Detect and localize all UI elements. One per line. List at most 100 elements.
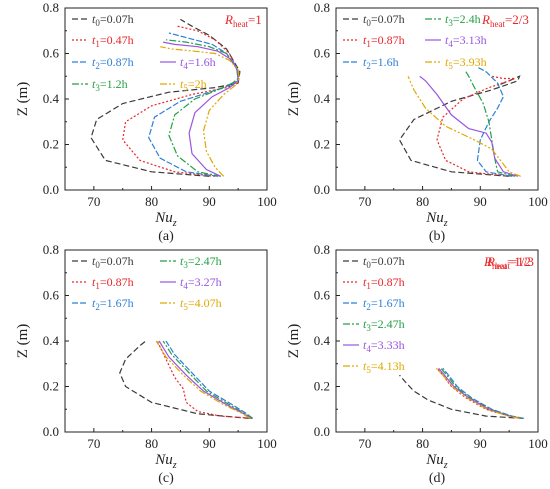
y-tick-label: 0.6 [314,46,331,61]
chart-panel: 70 80 90 100 0.0 0.2 0.4 0.6 0.8 Z (m) Nuz(d) Rheat… [286,242,548,486]
panel-label: (c) [158,471,174,486]
y-tick-label: 0.0 [43,182,59,197]
legend-label-t1: t1=0.87h [92,275,134,291]
series-line-t1 [156,340,253,419]
y-tick-label: 0.6 [314,288,331,303]
chart-panel: 70 80 90 100 0.0 0.2 0.4 0.6 0.8 Z (m) Nuz(b) Rheat… [286,0,548,244]
legend-label-t4: t4=3.27h [180,275,222,291]
rheat-label: Rheat=1/2 [483,254,531,271]
x-tick-label: 90 [474,194,487,209]
x-tick-label: 80 [145,194,158,209]
legend-label-t5: t5=3.93h [445,55,487,71]
x-tick-label: 100 [528,436,548,451]
y-tick-label: 0.2 [314,137,330,152]
y-tick-label: 0.0 [314,182,330,197]
x-tick-label: 90 [203,194,216,209]
series-line-t1 [436,367,524,419]
legend-label-t4: t4=1.6h [180,55,216,71]
x-tick-label: 70 [358,194,371,209]
x-tick-label: 70 [87,194,100,209]
legend-label-t2: t2=1.6h [363,55,399,71]
y-tick-label: 0.4 [314,333,331,348]
legend-label-t2: t2=1.67h [363,296,405,312]
series-line-t5 [435,367,520,419]
y-tick-label: 0.0 [314,424,330,439]
y-tick-label: 0.6 [43,46,60,61]
series-line-t4 [158,340,252,419]
series-line-t3 [165,39,239,177]
y-tick-label: 0.8 [314,242,330,257]
x-axis-title: Nuz [425,452,448,471]
series-line-t2 [442,367,524,419]
series-line-t5 [155,340,251,419]
series-line-t1 [436,75,516,177]
chart-panel: 70 80 90 100 0.0 0.2 0.4 0.6 0.8 Z (m) Nuz(a) Rheat… [15,0,277,244]
x-tick-label: 80 [416,436,429,451]
x-tick-label: 80 [416,194,429,209]
x-tick-label: 100 [257,436,277,451]
x-tick-label: 100 [257,194,277,209]
series-line-t4 [438,367,521,419]
x-tick-label: 80 [145,436,158,451]
x-tick-label: 90 [203,436,216,451]
legend-label-t2: t2=1.67h [92,296,134,312]
rheat-label: Rheat=2/3 [481,12,529,29]
series-line-t3 [162,340,253,419]
legend-label-t3: t3=2.47h [180,254,222,270]
y-tick-label: 0.4 [43,91,60,106]
x-tick-label: 100 [528,194,548,209]
legend-label-t0: t0=0.07h [363,254,405,270]
legend-label-t4: t4=3.13h [445,33,487,49]
legend-label-t3: t3=2.47h [363,317,405,333]
y-tick-label: 0.4 [43,333,60,348]
series-line-t2 [476,66,513,177]
x-tick-label: 90 [474,436,487,451]
series-line-t0 [119,340,250,419]
legend-label-t4: t4=3.33h [363,338,405,354]
panel-label: (d) [429,471,446,486]
y-tick-label: 0.8 [43,0,59,15]
series-line-t3 [465,71,516,177]
y-axis-title: Z (m) [286,324,302,359]
legend-label-t3: t3=2.4h [445,12,481,28]
series-line-t2 [165,340,253,419]
legend-label-t0: t0=0.07h [92,12,134,28]
panel-label: (a) [158,229,174,244]
legend-label-t1: t1=0.87h [363,33,405,49]
y-tick-label: 0.4 [314,91,331,106]
y-tick-label: 0.8 [43,242,59,257]
legend-label-t1: t1=0.87h [363,275,405,291]
rheat-label: Rheat=1 [224,12,262,29]
y-tick-label: 0.0 [43,424,59,439]
legend-label-t5: t5=4.13h [363,359,405,375]
x-axis-title: Nuz [154,452,177,471]
x-tick-label: 70 [358,436,371,451]
x-tick-label: 70 [87,436,100,451]
y-axis-title: Z (m) [15,82,31,117]
series-line-t5 [160,46,240,177]
legend-label-t2: t2=0.87h [92,55,134,71]
legend-label-t0: t0=0.07h [363,12,405,28]
y-axis-title: Z (m) [286,82,302,117]
legend-label-t5: t5=2h [180,77,207,93]
legend-label-t5: t5=4.07h [180,296,222,312]
series-line-t4 [162,41,239,177]
legend-label-t1: t1=0.47h [92,33,134,49]
series-line-t0 [398,75,521,177]
y-tick-label: 0.2 [43,137,59,152]
series-line-t1 [122,25,239,177]
y-tick-label: 0.2 [43,379,59,394]
series-line-t5 [407,76,521,177]
x-axis-title: Nuz [425,210,448,229]
y-tick-label: 0.8 [314,0,330,15]
series-line-t3 [440,367,523,419]
series-line-t0 [399,374,524,419]
x-axis-title: Nuz [154,210,177,229]
series-line-t4 [419,75,518,177]
legend-label-t3: t3=1.2h [92,77,128,93]
series-line-t0 [90,18,241,177]
y-axis-title: Z (m) [15,324,31,359]
legend-label-t0: t0=0.07h [92,254,134,270]
